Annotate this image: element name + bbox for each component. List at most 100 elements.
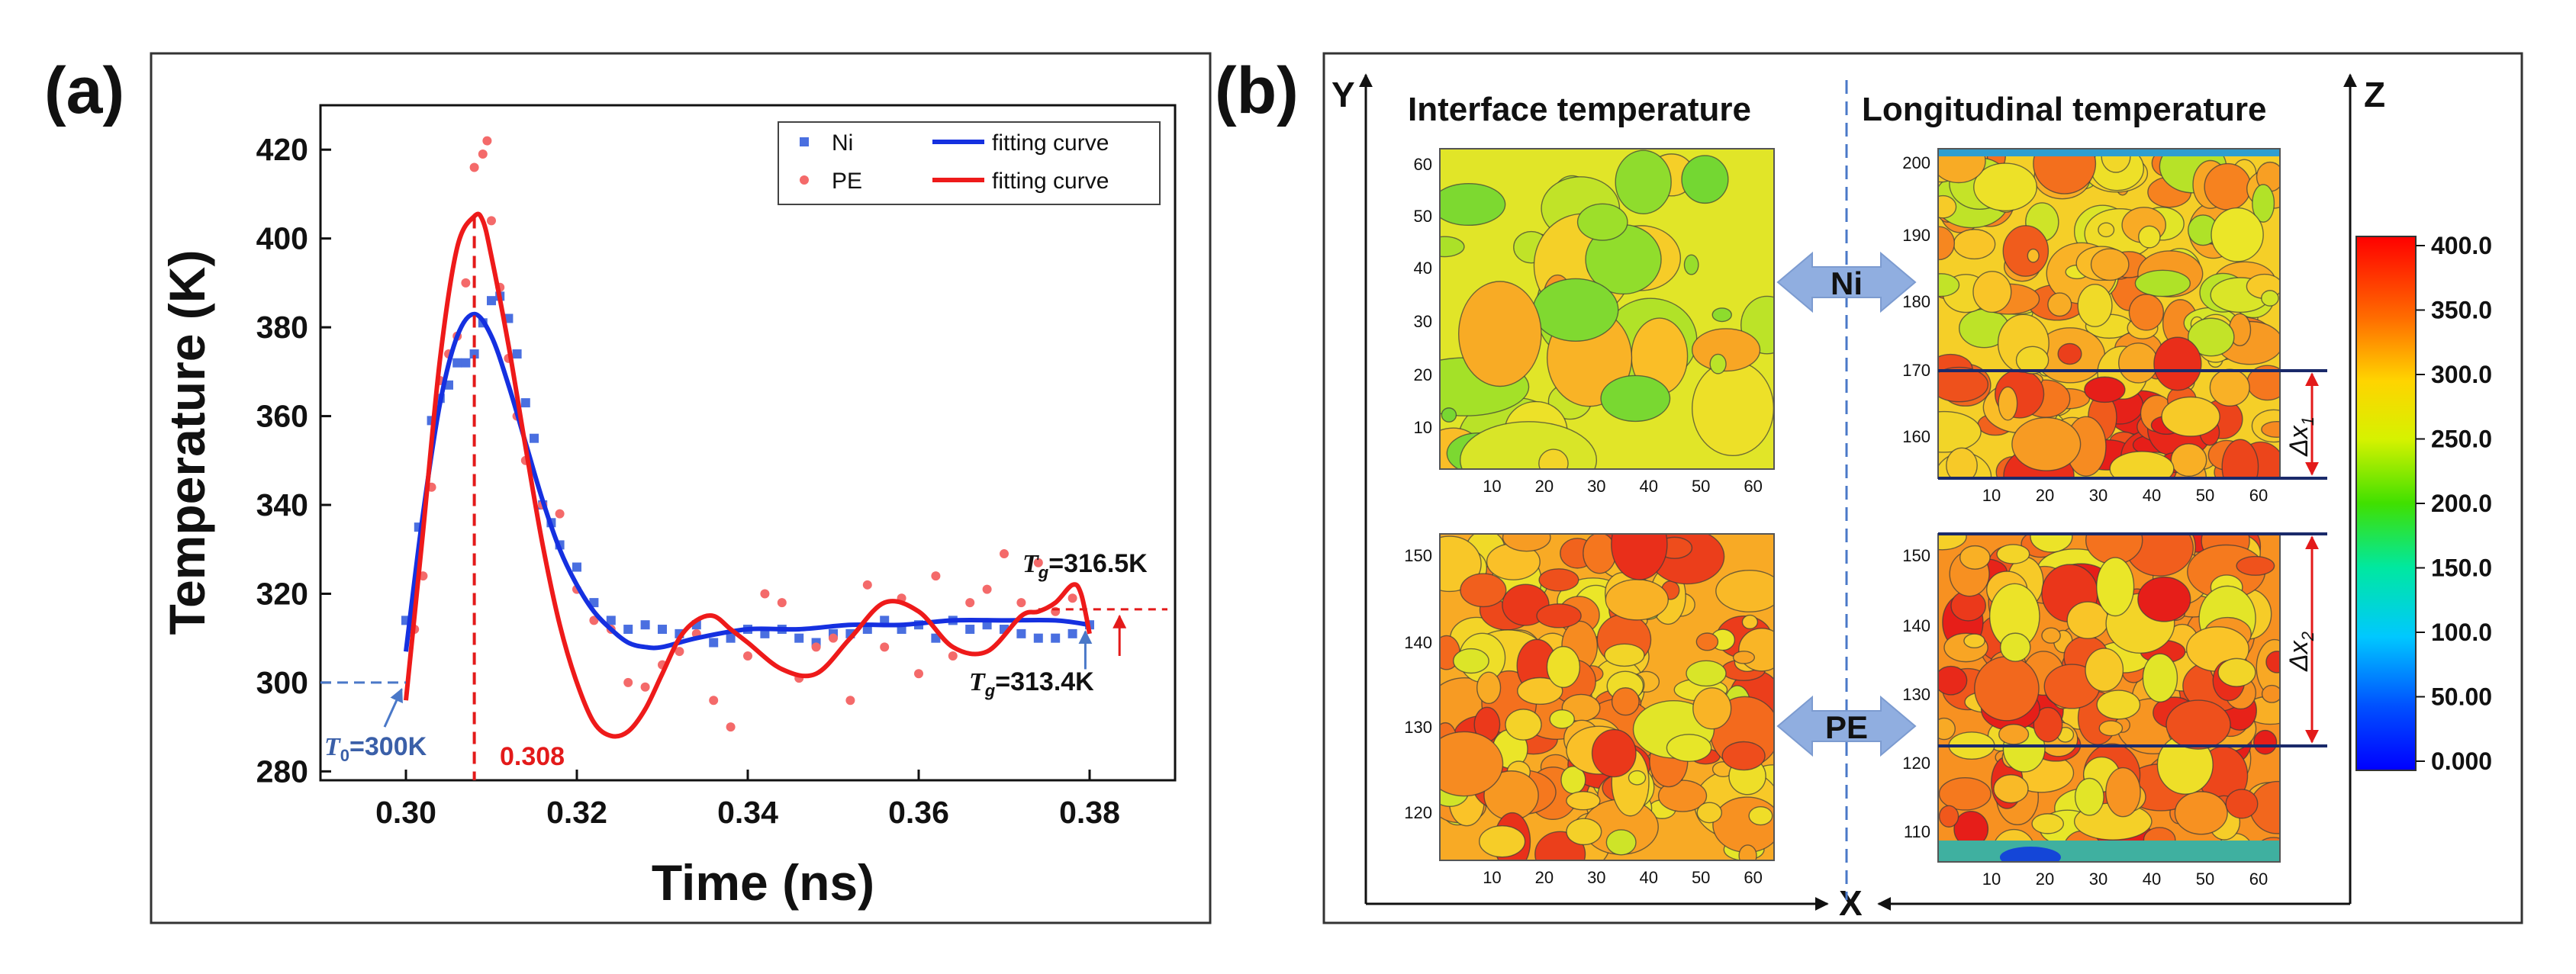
tg-pe-annotation: Tg=316.5K xyxy=(1022,549,1148,582)
x-tick-label: 0.30 xyxy=(375,795,436,830)
contour-blob xyxy=(2217,657,2256,687)
map-y-tick: 30 xyxy=(1414,312,1432,331)
contour-blob xyxy=(2128,294,2165,331)
ni-data-point xyxy=(640,620,650,630)
pe-data-point xyxy=(880,642,890,652)
ni-data-point xyxy=(512,349,522,359)
pe-data-point xyxy=(589,616,599,625)
contour-blob xyxy=(2096,690,2141,720)
contour-blob xyxy=(2253,729,2278,755)
tg-pe-symbol: T xyxy=(1022,550,1039,578)
contour-blob xyxy=(1600,374,1671,423)
contour-blob xyxy=(1695,632,1719,651)
contour-blob xyxy=(1657,780,1708,812)
ni-fitting-curve xyxy=(404,311,1090,652)
pe-fitting-curve xyxy=(404,211,1092,739)
contour-blob xyxy=(1711,307,1732,323)
contour-blob xyxy=(2047,292,2072,317)
contour-blob xyxy=(2252,184,2275,223)
ni-data-point xyxy=(520,398,530,408)
map-x-tick: 60 xyxy=(2249,486,2268,505)
data-series xyxy=(401,136,1094,739)
dx1-label: Δx1 xyxy=(2285,416,2317,457)
contour-blob xyxy=(1591,728,1637,778)
contour-blob xyxy=(2170,443,2207,477)
map-y-tick: 160 xyxy=(1902,427,1930,446)
map-x-tick: 30 xyxy=(2089,870,2107,889)
contour-blob xyxy=(2118,342,2159,384)
map-x-tick: 40 xyxy=(1640,477,1658,496)
map-x-tick: 10 xyxy=(1982,486,2001,505)
contour-blob xyxy=(2134,269,2191,297)
contour-blob xyxy=(1611,534,1668,580)
map-y-tick: 130 xyxy=(1404,718,1432,737)
contour-blob xyxy=(1549,709,1575,729)
map-y-tick: 150 xyxy=(1902,546,1930,565)
map-x-tick: 50 xyxy=(2196,870,2214,889)
map-y-tick: 170 xyxy=(1902,361,1930,380)
contour-blob xyxy=(2084,376,2126,403)
y-tick-label: 300 xyxy=(256,665,308,700)
contour-blob xyxy=(1692,360,1774,457)
z-axis-letter: Z xyxy=(2364,75,2385,114)
x-tick-label: 0.38 xyxy=(1059,795,1120,830)
map-x-tick: 50 xyxy=(2196,486,2214,505)
longitudinal-title: Longitudinal temperature xyxy=(1862,91,2266,128)
contour-blob xyxy=(1517,677,1563,706)
map-x-tick: 50 xyxy=(1692,477,1710,496)
t0-sub: 0 xyxy=(340,746,349,765)
ni-double-arrow: Ni xyxy=(1776,251,1917,313)
contour-blob xyxy=(2027,248,2040,263)
x-tick-label: 0.36 xyxy=(888,795,949,830)
contour-blob xyxy=(2137,576,2191,622)
contour-blob xyxy=(1998,723,2030,745)
contour-blob xyxy=(1476,671,1502,705)
contour-blob xyxy=(1732,651,1756,664)
pe-data-point xyxy=(948,651,958,661)
x-tick-label: 0.32 xyxy=(546,795,607,830)
map-x-tick: 60 xyxy=(1744,868,1762,887)
pe-data-point xyxy=(743,651,752,661)
map-x-tick: 20 xyxy=(2036,486,2054,505)
colorbar xyxy=(2355,236,2417,771)
map-y-tick: 20 xyxy=(1414,365,1432,384)
pe-data-point xyxy=(777,598,787,608)
panel-b-label: (b) xyxy=(1215,54,1299,127)
colorbar-tick-label: 0.000 xyxy=(2431,747,2492,775)
map-y-tick: 140 xyxy=(1902,616,1930,635)
map-x-tick: 40 xyxy=(2143,486,2161,505)
contour-blob xyxy=(2211,207,2264,262)
panel-b-frame xyxy=(1322,52,2523,924)
contour-blob xyxy=(1460,421,1598,469)
contour-blob xyxy=(1538,448,1569,469)
contour-blob xyxy=(2085,534,2143,565)
map-x-tick: 60 xyxy=(2249,870,2268,889)
contour-blob xyxy=(1973,162,2038,211)
legend-box xyxy=(778,121,1161,205)
contour-blob xyxy=(1460,573,1507,608)
ni-data-point xyxy=(1033,633,1043,643)
contour-blob xyxy=(1615,149,1672,214)
map-x-tick: 30 xyxy=(2089,486,2107,505)
pe-data-point xyxy=(709,696,719,706)
contour-blob xyxy=(1938,194,1957,219)
contour-blob xyxy=(1938,534,1967,551)
contour-blob xyxy=(1738,844,1757,860)
contour-blob xyxy=(1999,632,2031,662)
contour-blob xyxy=(1959,545,1991,570)
pe-data-point xyxy=(1016,598,1026,608)
map-cold-spot xyxy=(1999,847,2061,862)
colorbar-tick-label: 400.0 xyxy=(2431,232,2492,259)
ni-data-point xyxy=(760,628,770,638)
pe-data-point xyxy=(1000,549,1009,559)
contour-blob xyxy=(1996,544,2030,564)
ni-data-point xyxy=(794,633,804,643)
colorbar-tick-label: 300.0 xyxy=(2431,361,2492,388)
map-y-tick: 120 xyxy=(1902,754,1930,773)
y-tick-label: 280 xyxy=(256,754,308,789)
y-tick-labels: 280 300 320 340 360 380 400 420 xyxy=(256,132,308,789)
contour-blob xyxy=(2161,396,2220,437)
contour-blob xyxy=(2109,451,2175,478)
pe-data-point xyxy=(623,677,633,687)
